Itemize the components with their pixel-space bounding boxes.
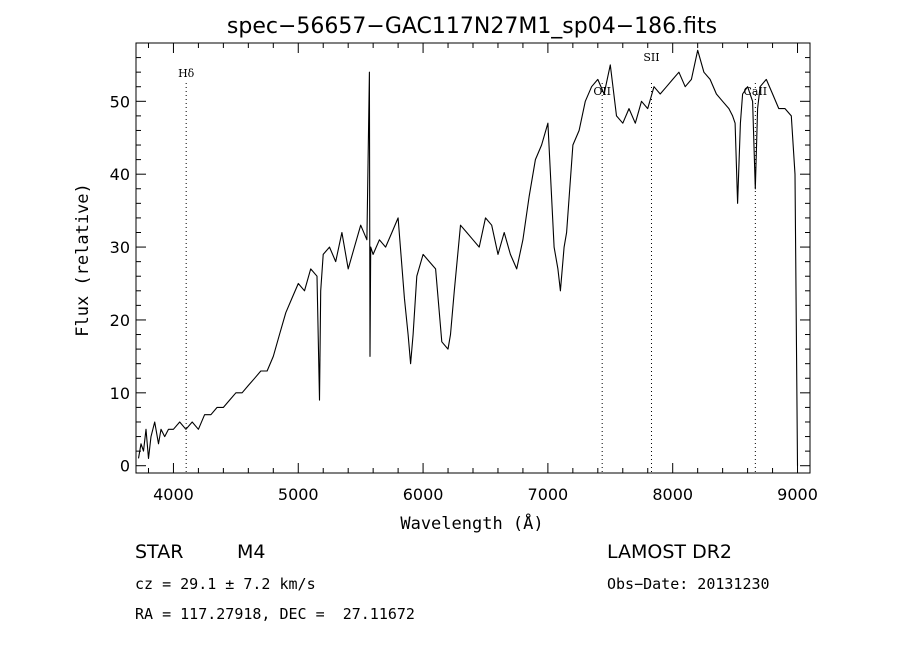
plot-area: 4000 5000 6000 7000 8000 9000 0 10 20 30 40 50 Hδ OII… (110, 42, 818, 504)
line-marker-label: Hδ (178, 67, 195, 80)
x-tick-label: 6000 (403, 485, 444, 504)
object-subclass: M4 (237, 541, 266, 563)
object-class: STAR (135, 541, 184, 563)
y-tick-label: 10 (110, 384, 130, 403)
x-tick-label: 5000 (278, 485, 319, 504)
x-tick-label: 7000 (528, 485, 569, 504)
line-marker-label: OII (593, 85, 611, 98)
velocity-text: cz = 29.1 ± 7.2 km/s (135, 575, 316, 593)
x-axis-label: Wavelength (Å) (400, 512, 543, 534)
chart-title: spec−56657−GAC117N27M1_sp04−186.fits (227, 14, 717, 39)
survey-name: LAMOST DR2 (607, 541, 732, 563)
coordinates-text: RA = 117.27918, DEC = 27.11672 (135, 605, 415, 623)
y-tick-label: 20 (110, 311, 130, 330)
x-tick-label: 8000 (652, 485, 693, 504)
y-tick-label: 50 (110, 92, 130, 111)
line-marker-label: SII (643, 51, 659, 64)
line-marker-label: CaII (743, 85, 767, 98)
y-tick-label: 0 (120, 457, 130, 476)
spectrum-line (137, 49, 799, 466)
obs-date-text: Obs−Date: 20131230 (607, 575, 770, 593)
x-tick-label: 9000 (777, 485, 818, 504)
plot-frame (135, 42, 811, 474)
x-tick-label: 4000 (153, 485, 194, 504)
y-tick-label: 40 (110, 165, 130, 184)
y-tick-label: 30 (110, 238, 130, 257)
y-axis-label: Flux (relative) (73, 183, 93, 337)
